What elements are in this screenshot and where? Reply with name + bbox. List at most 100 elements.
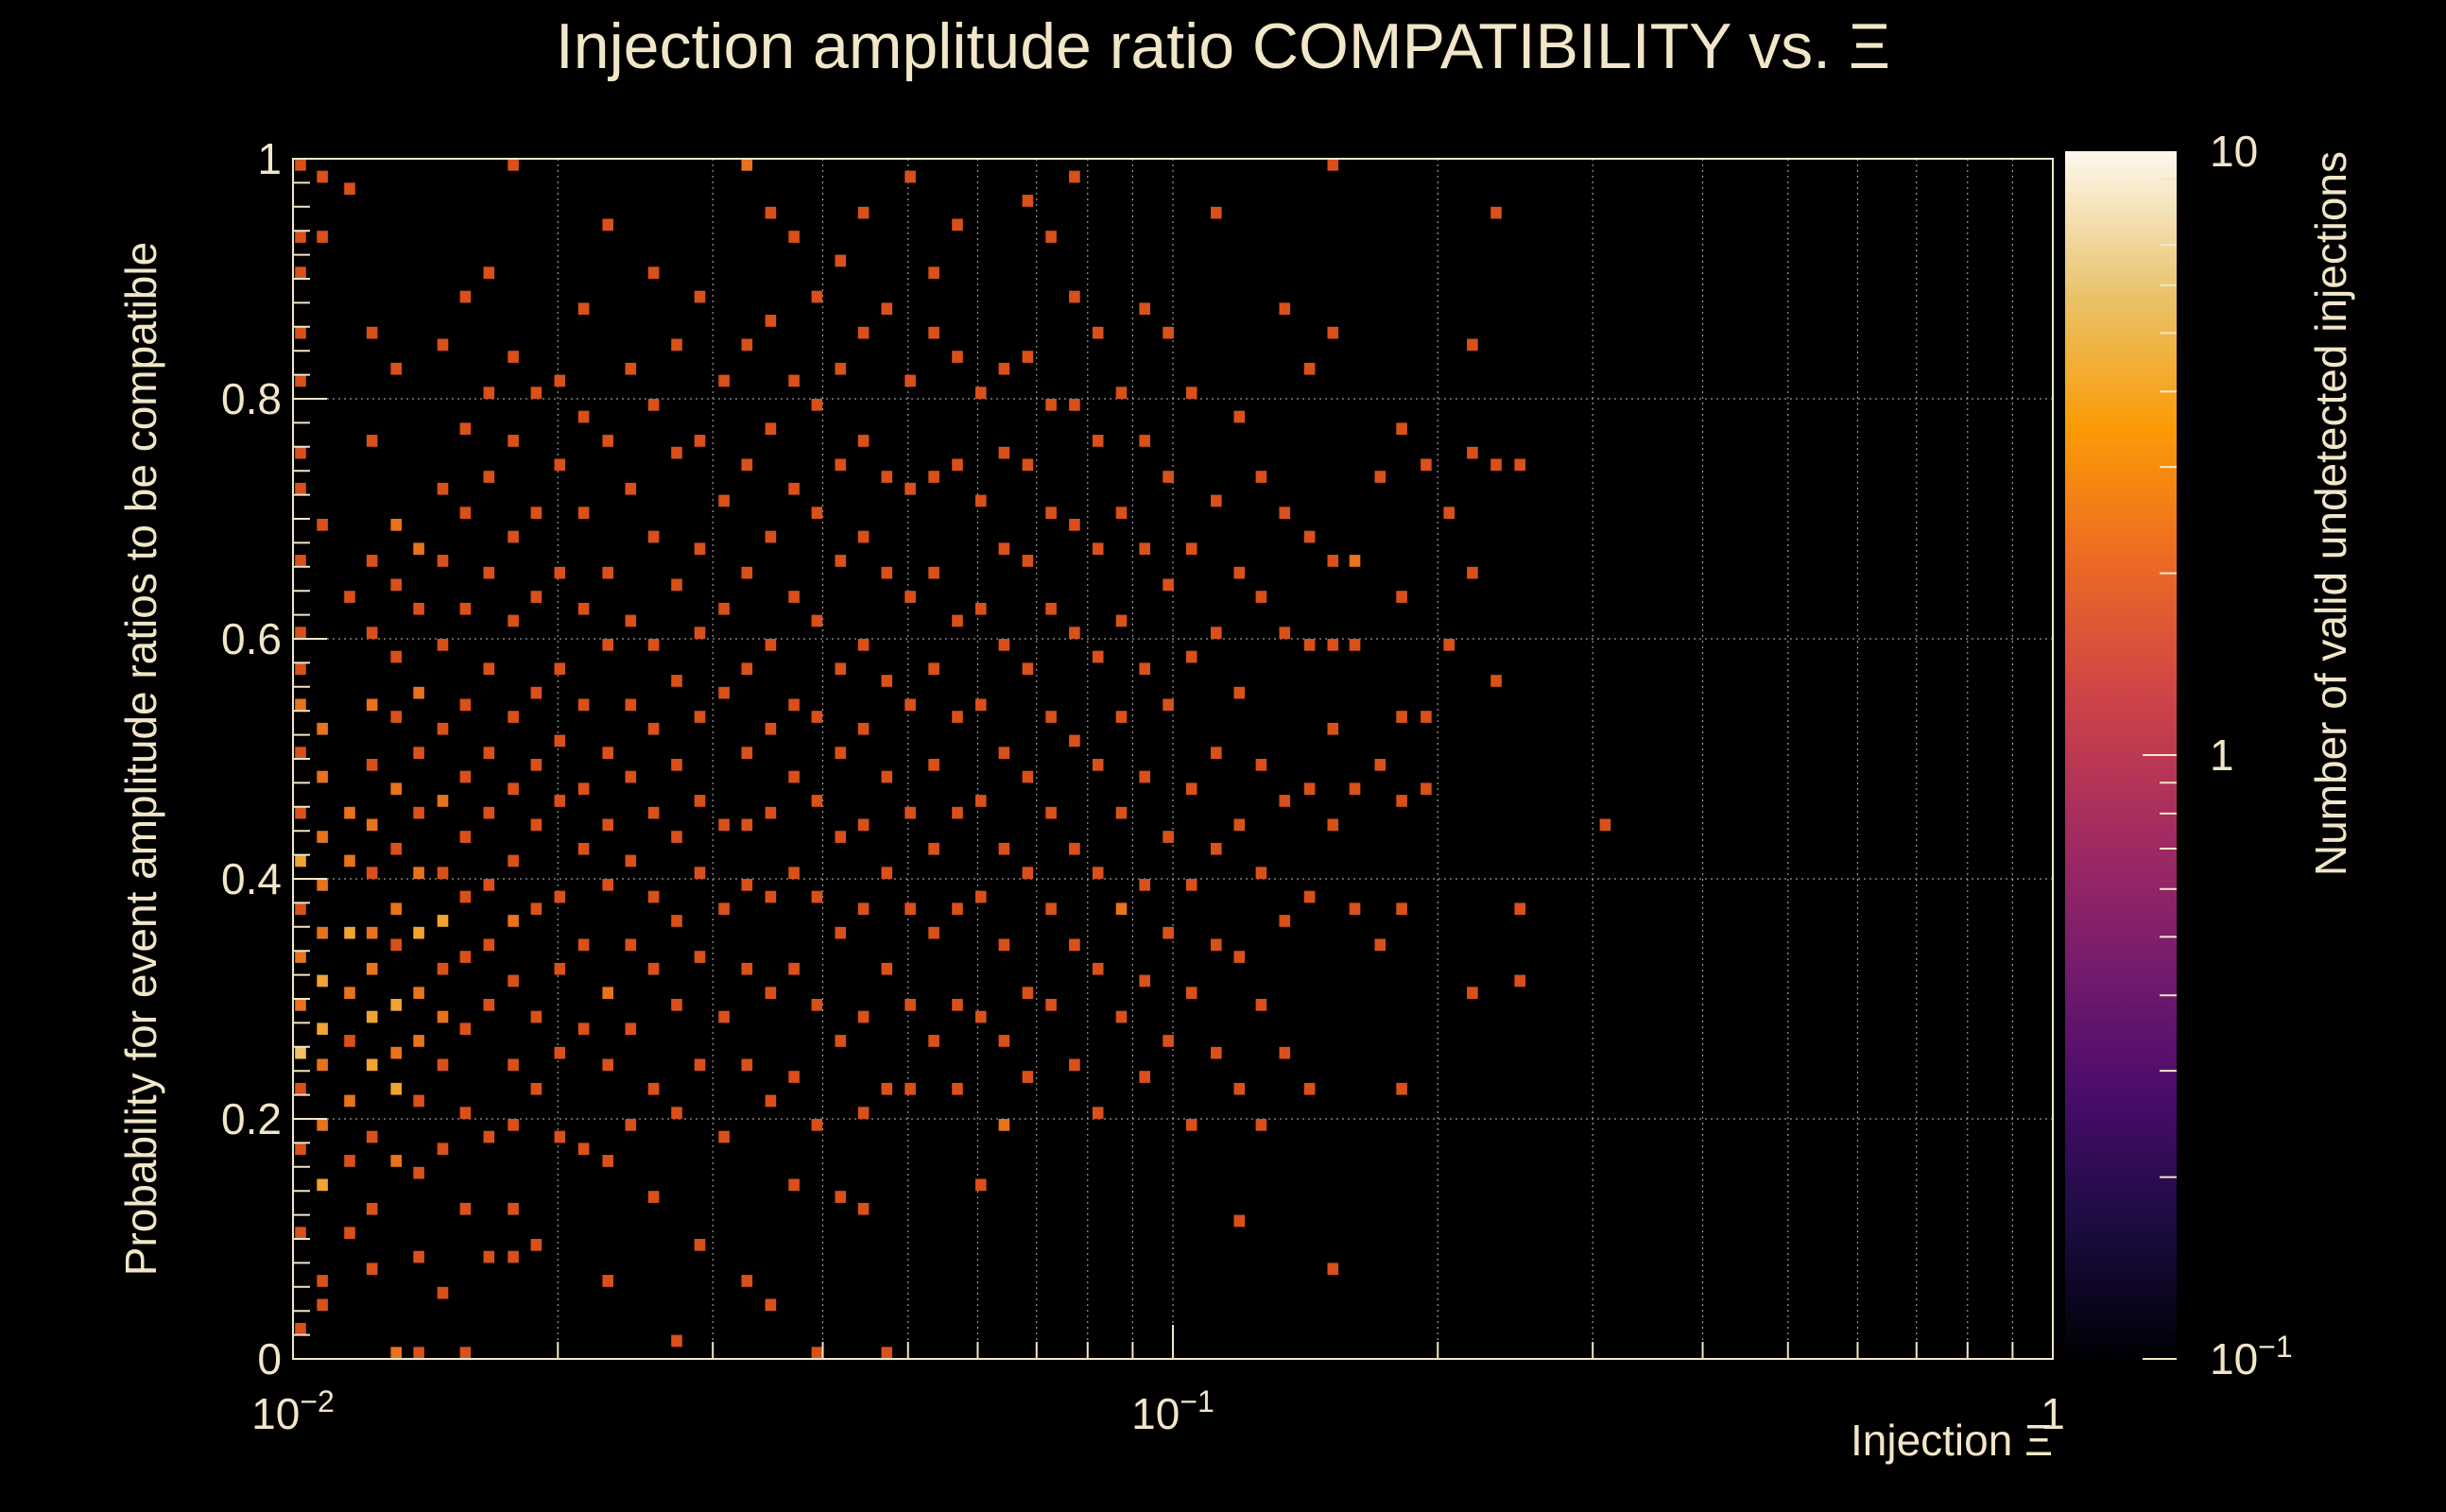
- heatmap-cell: [1185, 879, 1197, 891]
- heatmap-cell: [904, 591, 916, 603]
- heatmap-cell: [1022, 555, 1034, 567]
- heatmap-cell: [1255, 759, 1267, 771]
- heatmap-cell: [437, 1010, 449, 1023]
- heatmap-cell: [671, 675, 682, 687]
- heatmap-cell: [1327, 159, 1339, 171]
- heatmap-cell: [295, 374, 306, 387]
- heatmap-cell: [741, 1058, 753, 1072]
- heatmap-cell: [928, 326, 939, 339]
- heatmap-cell: [295, 951, 306, 963]
- heatmap-cell: [718, 1130, 730, 1143]
- heatmap-cell: [508, 614, 519, 627]
- heatmap-cell: [647, 722, 660, 735]
- heatmap-cell: [317, 831, 328, 843]
- heatmap-cell: [317, 1178, 328, 1192]
- heatmap-cell: [1233, 818, 1246, 832]
- heatmap-cell: [295, 326, 306, 339]
- heatmap-cell: [366, 555, 378, 567]
- heatmap-cell: [1069, 290, 1080, 303]
- heatmap-cell: [975, 602, 987, 615]
- heatmap-cell: [577, 1143, 590, 1156]
- heatmap-cell: [881, 1082, 893, 1095]
- heatmap-cell: [577, 302, 590, 316]
- heatmap-cell: [295, 902, 306, 916]
- heatmap-cell: [1327, 722, 1339, 735]
- heatmap-cell: [413, 747, 424, 759]
- heatmap-cell: [459, 698, 472, 712]
- heatmap-cell: [508, 1250, 519, 1263]
- heatmap-cell: [390, 711, 402, 723]
- heatmap-cell: [530, 1010, 543, 1023]
- heatmap-cell: [718, 1010, 730, 1023]
- heatmap-cell: [554, 795, 566, 807]
- heatmap-cell: [317, 1022, 328, 1036]
- heatmap-cell: [1514, 902, 1525, 916]
- y-tick-label: 0.6: [221, 614, 282, 663]
- heatmap-cell: [1396, 795, 1407, 807]
- heatmap-cell: [295, 231, 306, 243]
- heatmap-cell: [437, 1143, 449, 1156]
- heatmap-cell: [857, 206, 870, 219]
- heatmap-cell: [835, 254, 847, 267]
- heatmap-cell: [1185, 387, 1197, 399]
- heatmap-cell: [904, 806, 916, 819]
- heatmap-cell: [508, 1119, 519, 1131]
- heatmap-cell: [413, 987, 424, 999]
- heatmap-cell: [1303, 362, 1316, 375]
- heatmap-cell: [1069, 519, 1080, 531]
- heatmap-cell: [1045, 902, 1057, 916]
- heatmap-cell: [483, 806, 495, 819]
- heatmap-cell: [1443, 639, 1455, 651]
- heatmap-cell: [459, 290, 472, 303]
- heatmap-cell: [459, 831, 472, 843]
- heatmap-cell: [366, 1130, 378, 1143]
- heatmap-cell: [1303, 782, 1316, 796]
- heatmap-cell: [459, 1022, 472, 1036]
- heatmap-cell: [857, 902, 870, 916]
- heatmap-cell: [1163, 698, 1174, 712]
- heatmap-cell: [344, 806, 355, 819]
- heatmap-cell: [1467, 987, 1478, 999]
- heatmap-cell: [483, 662, 495, 676]
- heatmap-cell: [1599, 818, 1611, 832]
- heatmap-cell: [1092, 435, 1104, 447]
- heatmap-cell: [694, 627, 706, 639]
- heatmap-cell: [1069, 170, 1080, 183]
- heatmap-cell: [1279, 1046, 1291, 1059]
- heatmap-cell: [904, 999, 916, 1011]
- heatmap-cell: [295, 806, 306, 819]
- heatmap-cell: [1211, 206, 1222, 219]
- heatmap-cell: [554, 374, 566, 387]
- heatmap-cell: [459, 890, 472, 903]
- heatmap-cell: [975, 795, 987, 807]
- heatmap-cell: [317, 519, 328, 531]
- heatmap-cell: [390, 902, 402, 916]
- y-tick-label: 0.4: [221, 854, 282, 903]
- heatmap-cell: [1396, 902, 1407, 916]
- heatmap-cell: [1045, 507, 1057, 519]
- heatmap-cell: [788, 867, 800, 879]
- x-tick-label: 10−2: [251, 1384, 335, 1438]
- heatmap-cell: [366, 1010, 378, 1023]
- heatmap-cell: [671, 831, 682, 843]
- heatmap-cell: [1069, 842, 1080, 855]
- heatmap-cell: [1022, 987, 1034, 999]
- heatmap-cell: [788, 1178, 800, 1192]
- heatmap-cell: [295, 482, 306, 495]
- heatmap-cell: [366, 627, 378, 639]
- heatmap-cell: [1163, 326, 1174, 339]
- heatmap-cell: [295, 698, 306, 712]
- heatmap-cell: [483, 471, 495, 483]
- heatmap-cell: [975, 387, 987, 399]
- heatmap-cell: [413, 926, 424, 939]
- heatmap-cell: [1069, 734, 1080, 747]
- heatmap-cell: [1139, 879, 1150, 891]
- heatmap-cell: [857, 639, 870, 651]
- heatmap-cell: [317, 1119, 328, 1131]
- heatmap-cell: [413, 542, 424, 556]
- heatmap-cell: [881, 471, 893, 483]
- heatmap-cell: [835, 458, 847, 472]
- heatmap-cell: [1374, 471, 1387, 483]
- heatmap-cell: [788, 698, 800, 712]
